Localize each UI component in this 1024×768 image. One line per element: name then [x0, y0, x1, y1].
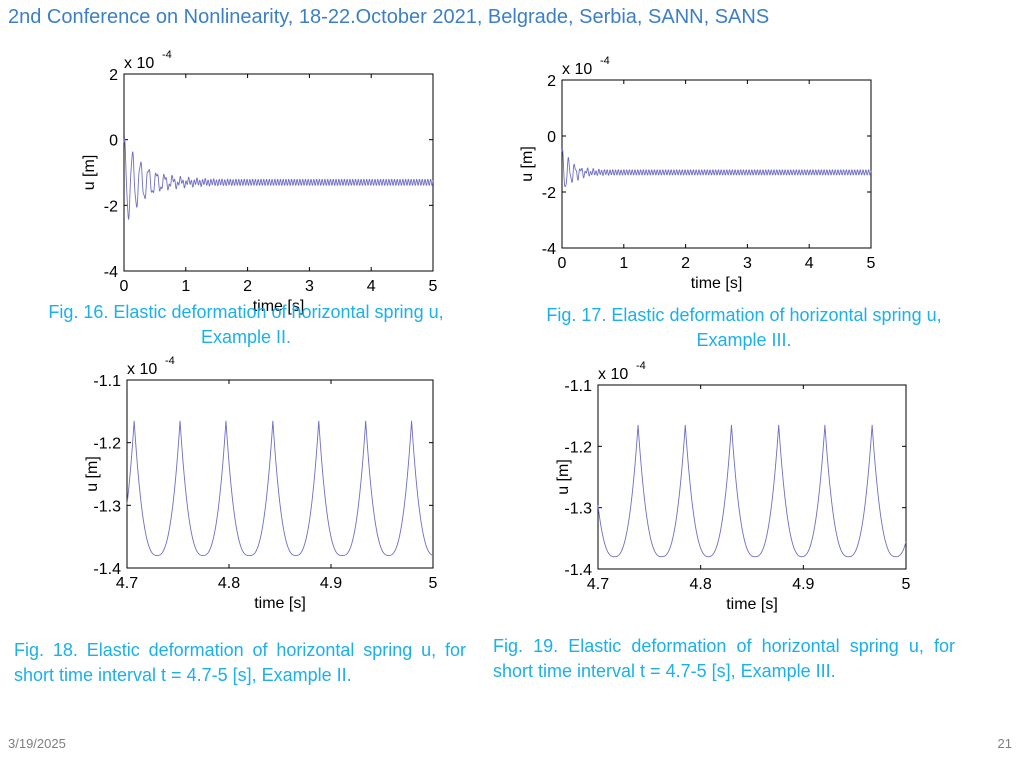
x-tick-label: 3: [743, 255, 752, 272]
y-tick-label: -4: [542, 241, 556, 258]
chart-fig18: 4.7 4.8 4.9 5 -1.1 -1.2 -1.3 -1.4 time [s] u [m] x…: [84, 355, 438, 612]
y-tick-label: 0: [547, 129, 556, 146]
scale-factor: x 10: [124, 55, 154, 72]
chart-fig17: 0 1 2 3 4 5 2 0 -2 -4 time [s] u [m] x 10 -4: [519, 55, 876, 292]
y-tick-label: -1.1: [93, 373, 121, 390]
scale-factor: x 10: [562, 61, 592, 78]
y-tick-label: 0: [109, 133, 118, 150]
caption-fig17: Fig. 17. Elastic deformation of horizont…: [504, 303, 984, 353]
plot-fig18: 4.7 4.8 4.9 5 -1.1 -1.2 -1.3 -1.4 time [s] u [m] x…: [75, 340, 455, 625]
y-tick-label: -1.2: [93, 436, 121, 453]
caption-fig16-line2: Example II.: [200, 327, 292, 347]
scale-exponent: -4: [165, 355, 175, 367]
x-tick-label: 3: [305, 278, 314, 295]
x-tick-label: 4.8: [218, 575, 240, 592]
y-axis-label: u [m]: [81, 155, 98, 191]
chart-fig19: 4.7 4.8 4.9 5 -1.1 -1.2 -1.3 -1.4 time [s] u [m] x…: [555, 360, 911, 613]
caption-fig17-line1: Fig. 17. Elastic deformation of horizont…: [546, 305, 942, 325]
series-line: [597, 424, 907, 558]
scale-factor: x 10: [598, 366, 628, 383]
y-tick-label: -1.2: [564, 439, 592, 456]
x-tick-label: 4.9: [792, 576, 814, 593]
footer-date: 3/19/2025: [8, 736, 66, 751]
y-axis-label: u [m]: [84, 456, 101, 492]
x-tick-label: 4.7: [116, 575, 138, 592]
caption-fig16-line1: Fig. 16. Elastic deformation of horizont…: [48, 302, 444, 322]
caption-fig18: Fig. 18. Elastic deformation of horizont…: [14, 640, 466, 685]
x-axis-label: time [s]: [254, 595, 306, 612]
page-title: 2nd Conference on Nonlinearity, 18-22.Oc…: [8, 6, 770, 28]
plot-frame: [597, 384, 907, 570]
scale-exponent: -4: [162, 49, 172, 61]
x-tick-label: 4.9: [320, 575, 342, 592]
y-tick-label: 2: [547, 73, 556, 90]
y-tick-label: -4: [104, 264, 118, 281]
scale-exponent: -4: [636, 360, 646, 372]
chart-fig16: 0 1 2 3 4 5 2 0 -2 -4 time [s] u [m] x 10 -4: [81, 49, 438, 315]
x-tick-label: 1: [181, 278, 190, 295]
y-tick-label: 2: [109, 67, 118, 84]
plot-frame: [123, 73, 434, 272]
y-tick-label: -2: [542, 185, 556, 202]
plot-fig17: 0 1 2 3 4 5 2 0 -2 -4 time [s] u [m] x 10 -4: [510, 40, 890, 300]
plot-fig19: 4.7 4.8 4.9 5 -1.1 -1.2 -1.3 -1.4 time [s] u [m] x…: [540, 345, 920, 630]
x-tick-label: 5: [867, 255, 876, 272]
scale-factor: x 10: [127, 361, 157, 378]
plot-frame: [126, 379, 434, 569]
x-tick-label: 2: [243, 278, 252, 295]
x-tick-label: 4.8: [690, 576, 712, 593]
plot-frame: [561, 79, 872, 249]
caption-fig17-line2: Example III.: [696, 330, 792, 350]
series-line: [561, 148, 872, 188]
x-tick-label: 4.7: [587, 576, 609, 593]
x-tick-label: 2: [681, 255, 690, 272]
x-tick-label: 4: [367, 278, 376, 295]
y-tick-label: -1.4: [564, 562, 592, 579]
y-tick-label: -1.4: [93, 561, 121, 578]
x-tick-label: 1: [619, 255, 628, 272]
plot-fig16: 0 1 2 3 4 5 2 0 -2 -4 time [s] u [m] x 10 -4: [70, 30, 450, 315]
x-tick-label: 5: [429, 575, 438, 592]
y-axis-label: u [m]: [519, 146, 536, 182]
caption-fig19: Fig. 19. Elastic deformation of horizont…: [493, 636, 955, 681]
y-tick-label: -1.3: [93, 498, 121, 515]
series-line: [123, 136, 434, 220]
y-tick-label: -1.1: [564, 378, 592, 395]
y-axis-label: u [m]: [555, 459, 572, 495]
x-tick-label: 5: [429, 278, 438, 295]
x-tick-label: 5: [902, 576, 911, 593]
x-axis-label: time [s]: [253, 298, 305, 315]
x-axis-label: time [s]: [691, 275, 743, 292]
x-tick-label: 0: [120, 278, 129, 295]
series-line: [126, 420, 434, 556]
y-tick-label: -2: [104, 198, 118, 215]
scale-exponent: -4: [600, 55, 610, 67]
page-number: 21: [997, 736, 1012, 751]
x-axis-label: time [s]: [726, 596, 778, 613]
x-tick-label: 4: [805, 255, 814, 272]
y-tick-label: -1.3: [564, 501, 592, 518]
caption-fig16: Fig. 16. Elastic deformation of horizont…: [6, 300, 486, 350]
x-tick-label: 0: [558, 255, 567, 272]
